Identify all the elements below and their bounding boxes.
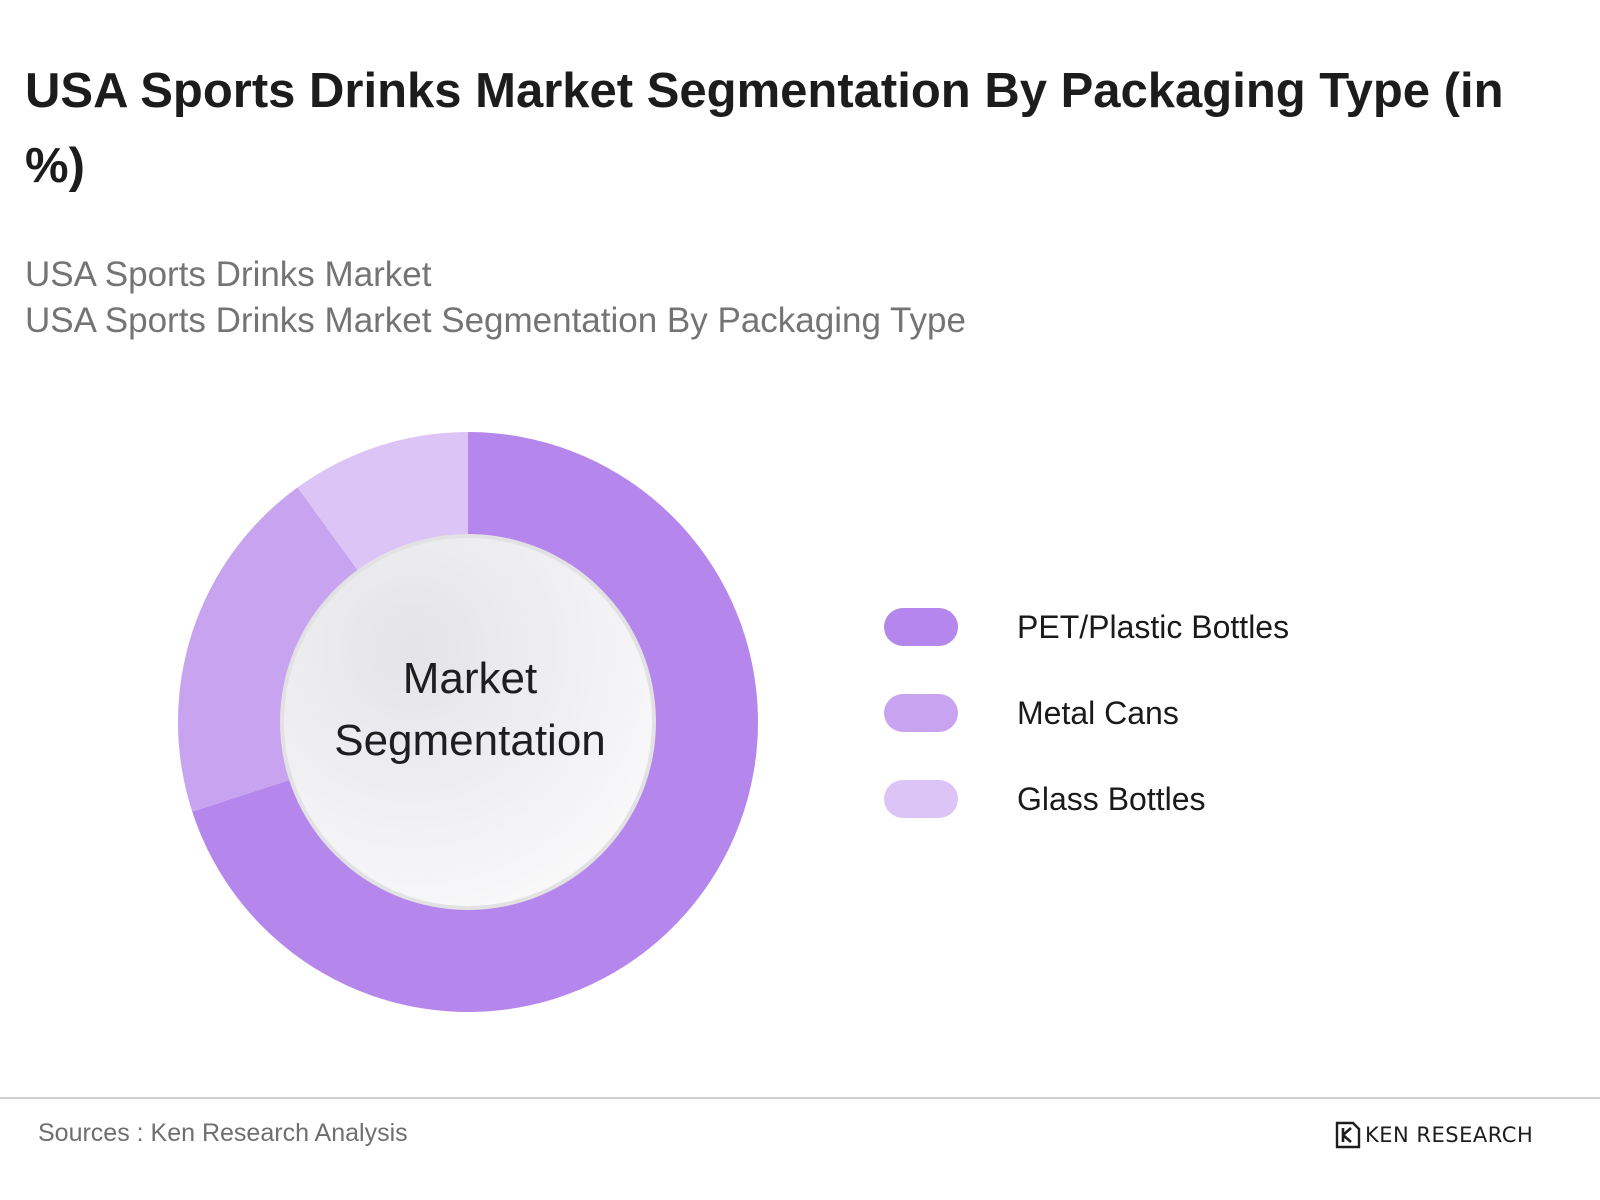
donut-chart — [177, 432, 758, 1012]
legend-swatch-metal-cans — [884, 694, 958, 732]
subtitle-line-2: USA Sports Drinks Market Segmentation By… — [25, 301, 966, 340]
legend-swatch-pet-plastic-bottles — [884, 608, 958, 646]
chart-title: USA Sports Drinks Market Segmentation By… — [25, 64, 1504, 193]
legend-item-metal-cans[interactable]: Metal Cans — [884, 684, 1484, 770]
ken-research-logo: KEN RESEARCH — [1335, 1118, 1533, 1152]
legend-label-glass-bottles: Glass Bottles — [1017, 781, 1206, 817]
legend-swatch-glass-bottles — [884, 780, 958, 818]
source-note: Sources : Ken Research Analysis — [38, 1119, 408, 1147]
legend-label-metal-cans: Metal Cans — [1017, 695, 1179, 731]
footer-divider — [0, 1097, 1600, 1099]
ken-research-logo-text: KEN RESEARCH — [1365, 1123, 1534, 1147]
legend-item-pet-plastic-bottles[interactable]: PET/Plastic Bottles — [884, 598, 1484, 684]
subtitle-line-1: USA Sports Drinks Market — [25, 255, 432, 294]
legend-item-glass-bottles[interactable]: Glass Bottles — [884, 770, 1484, 856]
donut-center — [284, 538, 652, 906]
chart-legend: PET/Plastic Bottles Metal Cans Glass Bot… — [884, 598, 1484, 856]
chart-subtitle: USA Sports Drinks Market USA Sports Drin… — [25, 252, 966, 344]
legend-label-pet-plastic-bottles: PET/Plastic Bottles — [1017, 609, 1290, 645]
ken-research-logo-icon — [1335, 1121, 1361, 1149]
